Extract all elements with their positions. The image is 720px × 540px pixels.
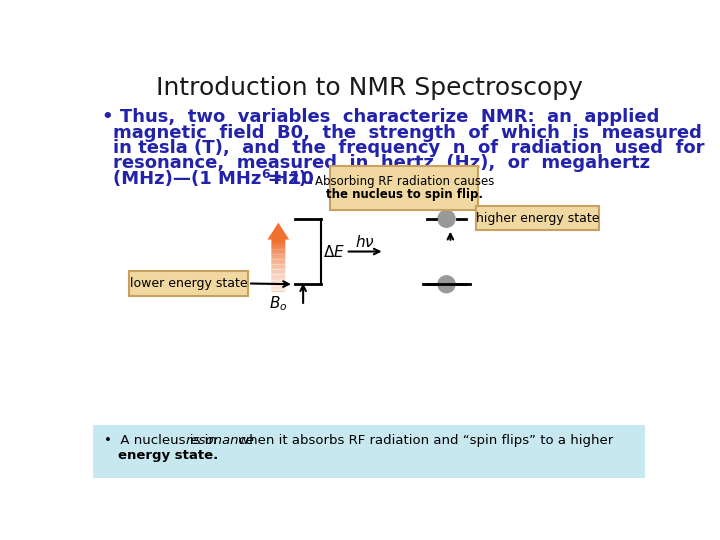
Bar (271, 260, 285, 262)
Bar (271, 261, 285, 264)
Bar (271, 274, 285, 277)
Bar (271, 283, 285, 285)
FancyBboxPatch shape (93, 425, 645, 477)
Bar (271, 278, 285, 280)
Text: resonance,  measured  in  hertz  (Hz),  or  megahertz: resonance, measured in hertz (Hz), or me… (113, 154, 650, 172)
Text: lower energy state: lower energy state (130, 277, 247, 290)
Text: Absorbing RF radiation causes: Absorbing RF radiation causes (315, 176, 494, 188)
Text: •  A nucleus is in: • A nucleus is in (104, 434, 221, 447)
Bar (271, 245, 285, 247)
Text: when it absorbs RF radiation and “spin flips” to a higher: when it absorbs RF radiation and “spin f… (234, 434, 613, 447)
Bar (271, 288, 285, 291)
Bar (271, 241, 285, 244)
Bar (271, 280, 285, 282)
Text: $h\nu$: $h\nu$ (355, 233, 375, 249)
Bar (271, 281, 285, 284)
Bar (271, 248, 285, 250)
Circle shape (438, 210, 455, 227)
Text: $\Delta E$: $\Delta E$ (323, 244, 346, 260)
Bar (271, 271, 285, 274)
Bar (271, 289, 285, 292)
FancyBboxPatch shape (330, 166, 478, 210)
Text: the nucleus to spin flip.: the nucleus to spin flip. (325, 188, 483, 201)
Text: in tesla (T),  and  the  frequency  n  of  radiation  used  for: in tesla (T), and the frequency n of rad… (113, 139, 705, 157)
Bar (271, 258, 285, 260)
Bar (271, 276, 285, 279)
Text: magnetic  field  B0,  the  strength  of  which  is  measured: magnetic field B0, the strength of which… (113, 124, 702, 141)
FancyBboxPatch shape (476, 206, 599, 231)
Bar (271, 254, 285, 257)
Bar (271, 268, 285, 270)
Bar (271, 246, 285, 248)
Bar (271, 269, 285, 272)
Bar (271, 249, 285, 252)
Bar (271, 251, 285, 254)
Text: higher energy state: higher energy state (476, 212, 599, 225)
Bar (271, 266, 285, 268)
Text: 6: 6 (261, 167, 270, 181)
Text: Hz).: Hz). (267, 170, 315, 188)
FancyBboxPatch shape (129, 271, 248, 296)
Text: resonance: resonance (185, 434, 254, 447)
Text: $B_o$: $B_o$ (269, 294, 287, 313)
Bar (271, 256, 285, 259)
Bar (271, 265, 285, 267)
Bar (271, 285, 285, 287)
Bar (271, 273, 285, 275)
Circle shape (438, 276, 455, 293)
Bar (271, 243, 285, 245)
Bar (271, 263, 285, 265)
Text: energy state.: energy state. (118, 449, 218, 462)
Bar (271, 253, 285, 255)
Bar (271, 286, 285, 288)
Text: Introduction to NMR Spectroscopy: Introduction to NMR Spectroscopy (156, 76, 582, 100)
Text: (MHz)—(1 MHz = 10: (MHz)—(1 MHz = 10 (113, 170, 314, 188)
Text: • Thus,  two  variables  characterize  NMR:  an  applied: • Thus, two variables characterize NMR: … (102, 108, 659, 126)
FancyArrow shape (267, 222, 289, 292)
